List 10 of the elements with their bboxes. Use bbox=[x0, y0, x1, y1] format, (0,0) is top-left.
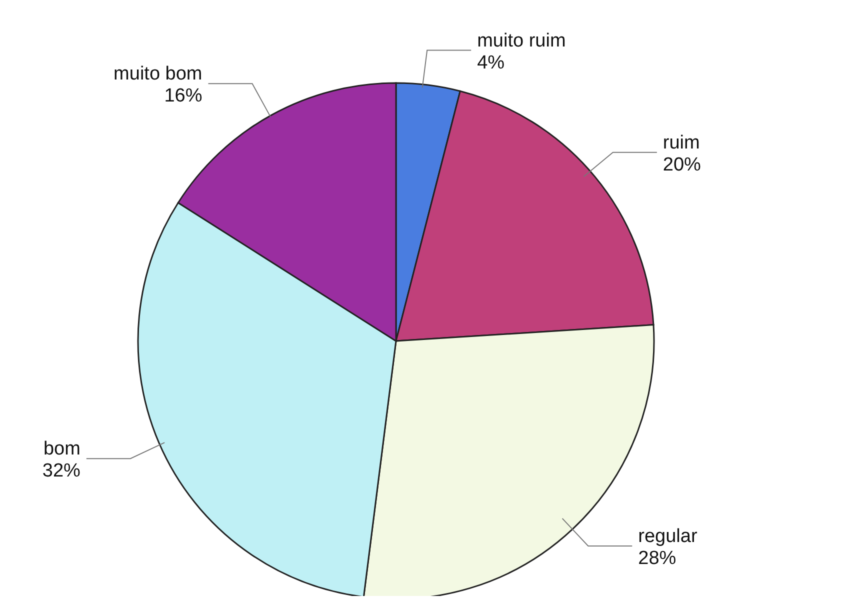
data-label: 4% bbox=[477, 52, 505, 74]
data-label: 16% bbox=[164, 86, 202, 107]
slice-label: muito ruim bbox=[477, 30, 566, 52]
slice-label: muito bom bbox=[114, 64, 202, 85]
slice-label: regular bbox=[638, 526, 698, 547]
data-label: 32% bbox=[42, 460, 81, 482]
slice-label: ruim bbox=[662, 132, 700, 154]
data-label: 28% bbox=[638, 548, 676, 569]
data-label: 20% bbox=[662, 154, 702, 176]
slice-label: bom bbox=[43, 438, 80, 460]
